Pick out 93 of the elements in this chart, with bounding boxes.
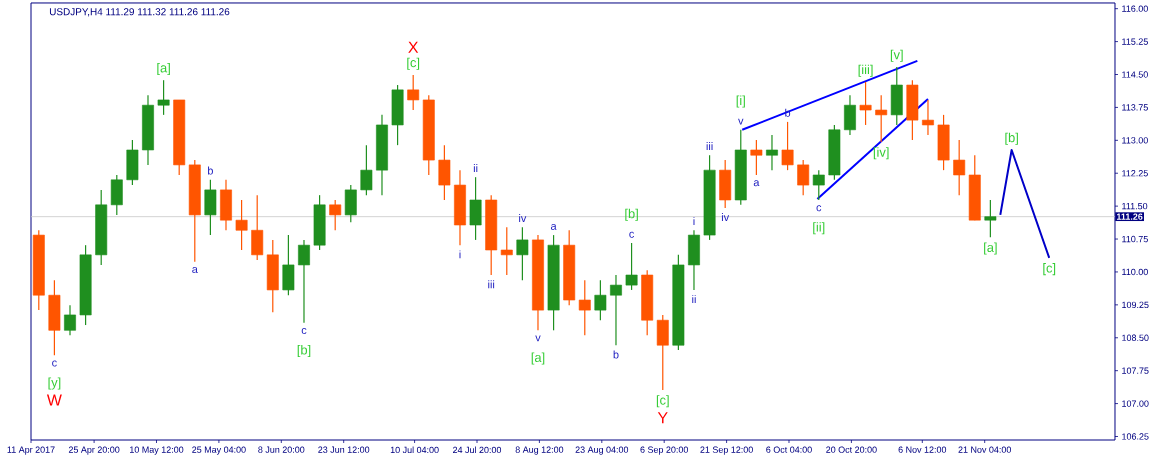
candlestick xyxy=(516,226,529,281)
candlestick xyxy=(329,199,342,231)
candlestick xyxy=(922,99,934,136)
annotation: [y] xyxy=(48,377,61,390)
annotation: b xyxy=(613,350,619,359)
x-tick-label: 23 Jun 12:00 xyxy=(318,446,370,453)
annotation: c xyxy=(816,205,822,212)
y-tick-label: 106.25 xyxy=(1122,433,1149,440)
x-tick-label: 6 Oct 04:00 xyxy=(766,446,812,453)
annotation: b xyxy=(208,166,213,175)
candlestick xyxy=(766,134,778,171)
annotation: Y xyxy=(657,412,668,424)
y-tick-label: 116.00 xyxy=(1122,5,1148,12)
candlestick xyxy=(157,79,170,116)
annotation: a xyxy=(753,180,760,187)
annotation: W xyxy=(46,394,62,406)
x-tick-label: 6 Sep 20:00 xyxy=(640,446,689,455)
candlestick xyxy=(407,74,420,111)
candlestick xyxy=(984,199,997,238)
x-tick-label: 8 Jun 20:00 xyxy=(258,446,305,453)
x-tick-label: 8 Aug 12:00 xyxy=(515,446,564,455)
y-tick-label: 114.50 xyxy=(1122,71,1148,78)
annotation: a xyxy=(551,223,557,230)
annotation: [b] xyxy=(1005,132,1018,145)
annotation: iii xyxy=(706,142,713,151)
y-tick-label: 107.00 xyxy=(1122,400,1149,407)
annotation: [c] xyxy=(407,57,420,70)
annotation: iv xyxy=(519,214,527,222)
x-tick-label: 10 May 12:00 xyxy=(130,446,184,455)
candlestick xyxy=(594,279,607,321)
annotation: [iv] xyxy=(873,147,889,160)
annotation: [c] xyxy=(656,395,669,408)
candlestick xyxy=(750,139,763,176)
annotation: [a] xyxy=(157,62,170,76)
y-tick-label: 110.75 xyxy=(1122,235,1148,243)
annotation: b xyxy=(785,108,791,117)
annotation: [b] xyxy=(625,208,638,221)
y-tick-label: 115.25 xyxy=(1122,38,1148,45)
candlestick xyxy=(875,94,888,143)
y-tick-label: 111.50 xyxy=(1122,202,1148,210)
y-tick-label: 109.25 xyxy=(1122,301,1149,309)
ref-line-label: 111.26 xyxy=(1116,213,1143,220)
candlestick xyxy=(298,239,310,324)
y-tick-label: 113.75 xyxy=(1122,104,1148,111)
x-tick-label: 25 May 04:00 xyxy=(192,446,246,455)
x-tick-label: 21 Sep 12:00 xyxy=(700,446,753,455)
candlestick xyxy=(625,242,638,291)
candlestick xyxy=(610,274,622,346)
x-tick-label: 20 Oct 20:00 xyxy=(826,446,877,453)
x-tick-label: 23 Aug 04:00 xyxy=(575,446,629,455)
candlestick xyxy=(859,81,872,126)
candlestick xyxy=(64,304,76,336)
annotation: [v] xyxy=(890,49,903,62)
annotation: [iii] xyxy=(858,64,873,77)
annotation: [b] xyxy=(297,345,311,358)
annotation: a xyxy=(192,267,198,274)
y-tick-label: 107.75 xyxy=(1122,367,1149,374)
y-tick-label: 110.00 xyxy=(1122,268,1148,276)
y-tick-label: 108.50 xyxy=(1122,334,1149,341)
candlestick xyxy=(360,144,373,196)
candlestick xyxy=(235,199,248,251)
annotation: c xyxy=(629,231,635,238)
annotation: v xyxy=(535,335,541,342)
chart-title: USDJPY,H4 111.29 111.32 111.26 111.26 xyxy=(49,8,230,17)
annotation: ii xyxy=(692,295,696,304)
candlestick xyxy=(812,169,825,201)
x-tick-label: 25 Apr 20:00 xyxy=(68,446,120,455)
candlestick xyxy=(500,226,513,276)
x-tick-label: 11 Apr 2017 xyxy=(7,446,55,455)
candlestick xyxy=(953,139,966,196)
candlestick xyxy=(797,159,810,196)
x-tick-label: 24 Jul 20:00 xyxy=(453,446,502,454)
x-tick-label: 21 Nov 04:00 xyxy=(958,446,1012,453)
y-tick-label: 113.00 xyxy=(1122,137,1148,144)
candlestick xyxy=(781,121,794,171)
annotation: X xyxy=(408,41,419,53)
annotation: [i] xyxy=(736,95,745,108)
annotation: i xyxy=(693,217,695,226)
annotation: iii xyxy=(488,280,495,289)
annotation: [c] xyxy=(1043,263,1056,276)
annotation: c xyxy=(301,328,307,335)
annotation: i xyxy=(459,250,461,259)
annotation: c xyxy=(52,360,57,367)
annotation: [a] xyxy=(531,352,545,365)
y-tick-label: 112.25 xyxy=(1122,170,1148,177)
annotation: [ii] xyxy=(813,222,825,235)
candlestick xyxy=(578,279,591,336)
annotation: ii xyxy=(473,164,478,172)
annotation: iv xyxy=(721,213,730,222)
annotation: [a] xyxy=(984,242,997,255)
x-tick-label: 6 Nov 12:00 xyxy=(898,446,947,453)
annotation: v xyxy=(738,118,744,125)
x-tick-label: 10 Jul 04:00 xyxy=(390,446,439,454)
